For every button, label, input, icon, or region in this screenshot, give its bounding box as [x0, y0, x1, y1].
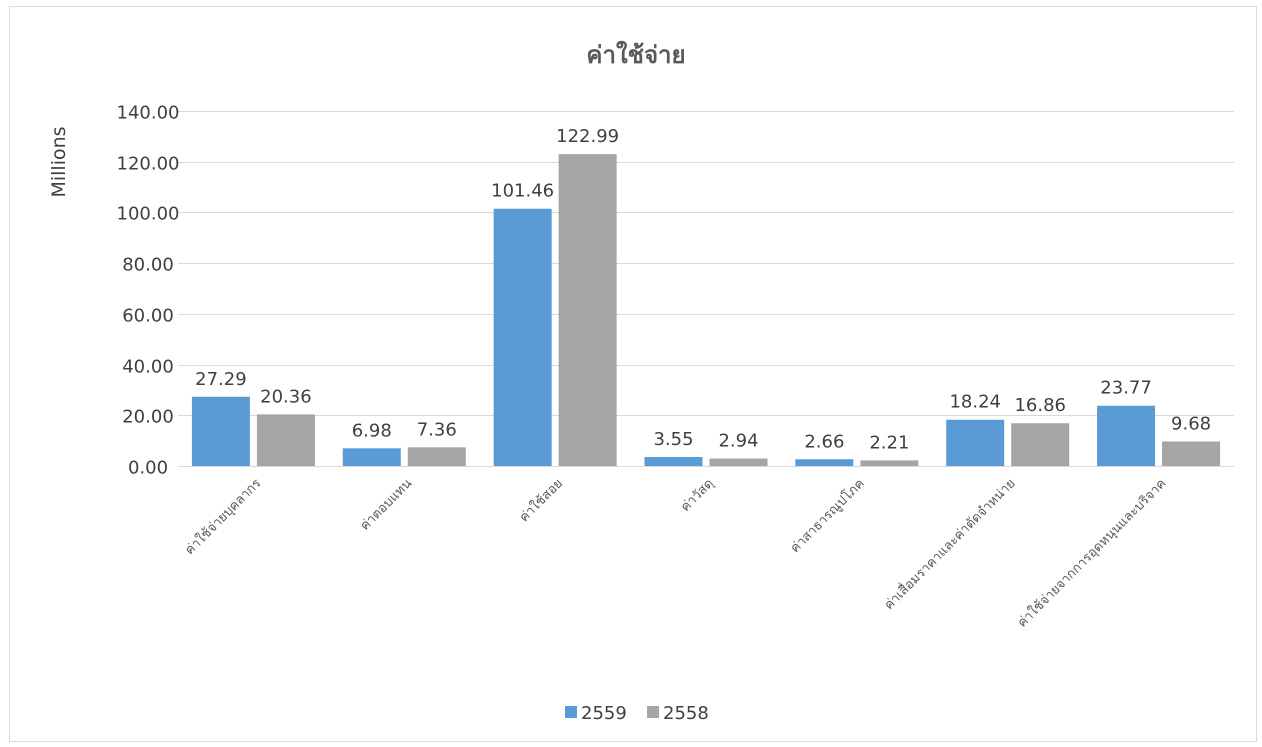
data-label: 16.86 — [1014, 395, 1066, 416]
data-label: 7.36 — [417, 419, 457, 440]
bar-2559 — [946, 419, 1005, 466]
legend-swatch — [565, 706, 577, 718]
data-label: 27.29 — [195, 369, 247, 390]
legend-label: 2559 — [581, 703, 627, 724]
data-label: 3.55 — [653, 429, 693, 450]
bar-2558 — [1162, 441, 1221, 466]
bar-2558 — [860, 460, 919, 466]
data-labels: 27.29 20.36 6.98 7.36 101.46 122.99 3.55 2.94 2.… — [195, 126, 1211, 453]
category-label: ค่าสาธารณูปโภค — [787, 476, 868, 557]
y-axis-ticks: 0.00 20.00 40.00 60.00 80.00 100.00 120.00 140.… — [117, 103, 180, 479]
y-tick-label: 0.00 — [128, 458, 168, 479]
category-labels: ค่าใช้จ่ายบุคลากร ค่าตอบแทน ค่าใช้สอย ค่าวั… — [182, 475, 1170, 631]
bar-2558 — [558, 154, 617, 466]
category-label: ค่าใช้จ่ายจากการอุดหนุนและบริจาค — [1014, 476, 1169, 631]
legend: 2559 2558 — [565, 703, 709, 724]
chart-title: ค่าใช้จ่าย — [586, 40, 685, 69]
data-label: 23.77 — [1100, 378, 1152, 399]
data-label: 9.68 — [1171, 413, 1211, 434]
bar-2559 — [191, 396, 250, 466]
bars — [191, 154, 1221, 466]
category-label: ค่าใช้สอย — [516, 476, 566, 526]
data-label: 6.98 — [352, 420, 392, 441]
data-label: 2.66 — [804, 431, 844, 452]
bar-2558 — [709, 458, 768, 466]
legend-swatch — [647, 706, 659, 718]
data-label: 101.46 — [491, 181, 554, 202]
data-label: 2.94 — [718, 431, 758, 452]
category-label: ค่าเสื่อมราคาและค่าตัดจำหน่าย — [880, 475, 1018, 613]
category-label: ค่าตอบแทน — [358, 476, 416, 534]
bar-2558 — [407, 447, 466, 466]
y-tick-label: 100.00 — [117, 204, 180, 225]
y-tick-label: 140.00 — [117, 103, 180, 124]
bar-2559 — [644, 456, 703, 466]
y-tick-label: 120.00 — [117, 154, 180, 175]
data-label: 2.21 — [869, 432, 909, 453]
bar-2559 — [795, 459, 854, 466]
y-tick-label: 40.00 — [122, 357, 174, 378]
category-label: ค่าวัสดุ — [678, 476, 717, 515]
bar-2559 — [342, 448, 401, 466]
data-label: 20.36 — [260, 386, 312, 407]
y-axis-label: Millions — [48, 126, 70, 197]
gridlines — [178, 111, 1234, 416]
legend-label: 2558 — [663, 703, 709, 724]
bar-2559 — [493, 208, 552, 466]
bar-2558 — [256, 414, 315, 466]
chart-frame — [9, 6, 1257, 742]
y-tick-label: 20.00 — [122, 407, 174, 428]
bar-2559 — [1097, 405, 1156, 466]
data-label: 122.99 — [556, 126, 619, 147]
category-label: ค่าใช้จ่ายบุคลากร — [182, 476, 265, 559]
y-tick-label: 80.00 — [122, 255, 174, 276]
y-tick-label: 60.00 — [122, 306, 174, 327]
bar-2558 — [1011, 423, 1070, 466]
data-label: 18.24 — [949, 392, 1001, 413]
